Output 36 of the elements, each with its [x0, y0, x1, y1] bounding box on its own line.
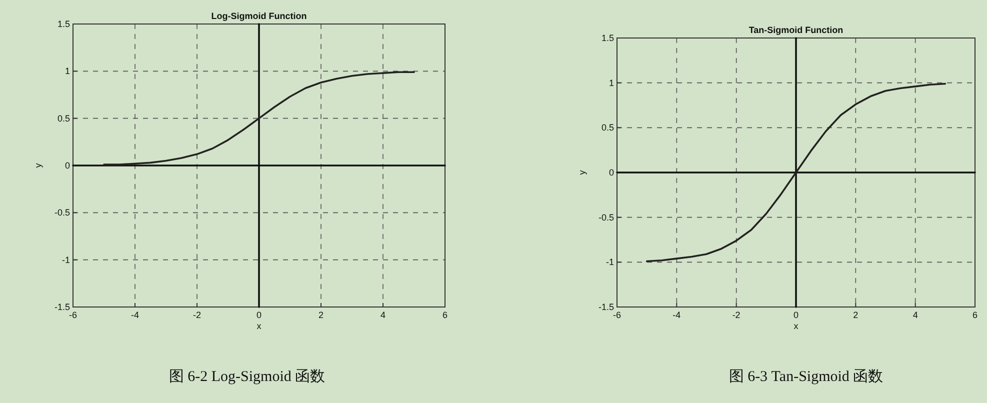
y-axis-title: y — [577, 170, 587, 175]
y-tick-label: -1 — [62, 254, 70, 265]
x-tick-label: -2 — [732, 310, 740, 320]
x-tick-label: 4 — [380, 310, 386, 320]
y-tick-label: 1 — [608, 78, 614, 88]
x-tick-label: 6 — [442, 310, 448, 320]
x-tick-label: 2 — [853, 310, 858, 320]
y-axis-title: y — [33, 162, 43, 168]
x-tick-label: -4 — [672, 310, 681, 320]
y-tick-label: 0.5 — [57, 113, 70, 124]
y-tick-label: 1.5 — [601, 33, 614, 43]
caption: 图 6-2 Log-Sigmoid 函数 — [168, 369, 326, 385]
x-tick-label: 6 — [972, 310, 978, 320]
x-tick-label: 2 — [318, 310, 324, 320]
x-axis-title: x — [256, 321, 262, 331]
y-tick-label: 1 — [64, 66, 70, 76]
x-tick-label: -6 — [68, 310, 78, 320]
chart-title: Log-Sigmoid Function — [211, 11, 307, 21]
y-tick-label: -0.5 — [598, 212, 614, 222]
caption: 图 6-3 Tan-Sigmoid 函数 — [728, 369, 884, 385]
y-tick-label: 1.5 — [57, 19, 70, 29]
x-axis-title: x — [794, 321, 799, 331]
chart-title: Tan-Sigmoid Function — [748, 25, 844, 35]
y-tick-label: 0 — [608, 168, 614, 178]
x-tick-label: -4 — [130, 310, 140, 320]
x-tick-label: -2 — [192, 310, 202, 320]
y-tick-label: 0.5 — [601, 122, 614, 133]
y-tick-label: -1.5 — [598, 302, 614, 312]
x-tick-label: 0 — [256, 310, 262, 320]
y-tick-label: 0 — [64, 160, 70, 170]
y-tick-label: -0.5 — [54, 208, 70, 218]
x-tick-label: 4 — [912, 310, 918, 320]
y-tick-label: -1 — [606, 257, 614, 268]
x-tick-label: -6 — [612, 310, 622, 320]
y-tick-label: -1.5 — [54, 302, 70, 312]
x-tick-label: 0 — [793, 310, 799, 320]
